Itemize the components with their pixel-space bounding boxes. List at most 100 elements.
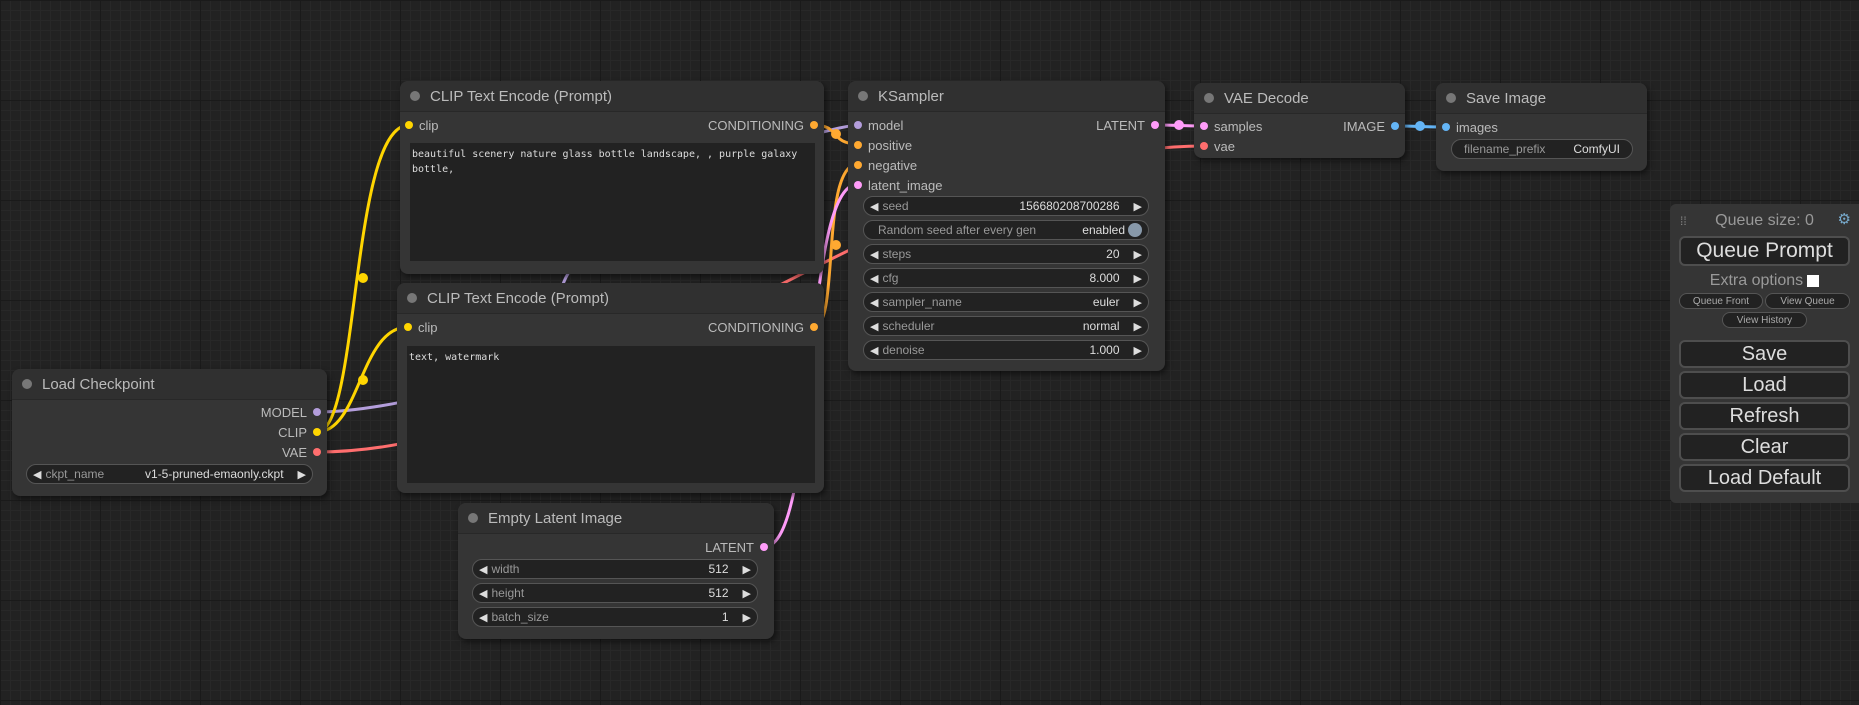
output-vae[interactable]: VAE: [282, 442, 321, 462]
output-latent[interactable]: LATENT: [705, 537, 768, 557]
input-negative[interactable]: negative: [854, 155, 917, 175]
arrow-right-icon[interactable]: ▶: [297, 468, 306, 481]
collapse-dot-icon[interactable]: [22, 379, 32, 389]
arrow-right-icon[interactable]: ▶: [742, 587, 751, 600]
collapse-dot-icon[interactable]: [407, 293, 417, 303]
slot-dot-icon[interactable]: [1200, 122, 1208, 130]
output-conditioning[interactable]: CONDITIONING: [708, 115, 818, 135]
input-samples[interactable]: samples: [1200, 116, 1262, 136]
output-latent[interactable]: LATENT: [1096, 115, 1159, 135]
input-images[interactable]: images: [1442, 117, 1498, 137]
arrow-right-icon[interactable]: ▶: [742, 611, 751, 624]
steps-widget[interactable]: ◀ steps 20 ▶: [863, 244, 1149, 264]
collapse-dot-icon[interactable]: [1204, 93, 1214, 103]
ckpt-name-combo[interactable]: ◀ ckpt_name v1-5-pruned-emaonly.ckpt ▶: [26, 464, 313, 484]
seed-widget[interactable]: ◀ seed 156680208700286 ▶: [863, 196, 1149, 216]
node-title[interactable]: CLIP Text Encode (Prompt): [397, 283, 824, 314]
arrow-right-icon[interactable]: ▶: [1133, 272, 1142, 285]
scheduler-widget[interactable]: ◀ scheduler normal ▶: [863, 316, 1149, 336]
node-title[interactable]: VAE Decode: [1194, 83, 1405, 114]
slot-dot-icon[interactable]: [405, 121, 413, 129]
node-empty-latent-image[interactable]: Empty Latent Image LATENT ◀ width 512 ▶ ◀ he…: [458, 503, 774, 639]
input-clip[interactable]: clip: [404, 317, 438, 337]
arrow-left-icon[interactable]: ◀: [870, 296, 879, 309]
input-model[interactable]: model: [854, 115, 903, 135]
node-title[interactable]: KSampler: [848, 81, 1165, 112]
output-image[interactable]: IMAGE: [1343, 116, 1399, 136]
slot-dot-icon[interactable]: [810, 121, 818, 129]
slot-dot-icon[interactable]: [760, 543, 768, 551]
arrow-right-icon[interactable]: ▶: [742, 563, 751, 576]
input-latent-image[interactable]: latent_image: [854, 175, 942, 195]
arrow-right-icon[interactable]: ▶: [1133, 200, 1142, 213]
toggle-knob-icon[interactable]: [1128, 223, 1142, 237]
node-clip-text-encode-positive[interactable]: CLIP Text Encode (Prompt) clip CONDITION…: [400, 81, 824, 274]
refresh-button[interactable]: Refresh: [1679, 402, 1850, 430]
sampler-name-widget[interactable]: ◀ sampler_name euler ▶: [863, 292, 1149, 312]
drag-handle-icon[interactable]: ⁞⁞: [1680, 214, 1687, 228]
arrow-left-icon[interactable]: ◀: [870, 320, 879, 333]
slot-dot-icon[interactable]: [854, 121, 862, 129]
arrow-left-icon[interactable]: ◀: [870, 272, 879, 285]
clear-button[interactable]: Clear: [1679, 433, 1850, 461]
load-button[interactable]: Load: [1679, 371, 1850, 399]
node-title[interactable]: Load Checkpoint: [12, 369, 327, 400]
node-title[interactable]: Empty Latent Image: [458, 503, 774, 534]
input-positive[interactable]: positive: [854, 135, 912, 155]
extra-options-checkbox[interactable]: [1807, 275, 1820, 287]
arrow-left-icon[interactable]: ◀: [33, 468, 42, 481]
slot-dot-icon[interactable]: [1200, 142, 1208, 150]
load-default-button[interactable]: Load Default: [1679, 464, 1850, 492]
queue-prompt-button[interactable]: Queue Prompt: [1679, 236, 1850, 266]
output-model[interactable]: MODEL: [261, 402, 321, 422]
collapse-dot-icon[interactable]: [410, 91, 420, 101]
cfg-widget[interactable]: ◀ cfg 8.000 ▶: [863, 268, 1149, 288]
slot-dot-icon[interactable]: [313, 408, 321, 416]
arrow-left-icon[interactable]: ◀: [479, 587, 488, 600]
slot-dot-icon[interactable]: [404, 323, 412, 331]
arrow-right-icon[interactable]: ▶: [1133, 344, 1142, 357]
gear-icon[interactable]: ⚙: [1837, 211, 1851, 228]
filename-prefix-input[interactable]: filename_prefix ComfyUI: [1451, 139, 1633, 159]
node-ksampler[interactable]: KSampler model positive negative latent_…: [848, 81, 1165, 371]
collapse-dot-icon[interactable]: [468, 513, 478, 523]
prompt-textarea[interactable]: text, watermark: [407, 346, 815, 483]
arrow-right-icon[interactable]: ▶: [1133, 248, 1142, 261]
arrow-left-icon[interactable]: ◀: [870, 344, 879, 357]
input-vae[interactable]: vae: [1200, 136, 1235, 156]
prompt-textarea[interactable]: beautiful scenery nature glass bottle la…: [410, 143, 815, 261]
width-widget[interactable]: ◀ width 512 ▶: [472, 559, 758, 579]
collapse-dot-icon[interactable]: [1446, 93, 1456, 103]
arrow-left-icon[interactable]: ◀: [870, 248, 879, 261]
slot-dot-icon[interactable]: [810, 323, 818, 331]
slot-dot-icon[interactable]: [313, 428, 321, 436]
view-queue-button[interactable]: View Queue: [1765, 293, 1850, 309]
arrow-right-icon[interactable]: ▶: [1133, 320, 1142, 333]
slot-dot-icon[interactable]: [1391, 122, 1399, 130]
view-history-button[interactable]: View History: [1722, 312, 1807, 328]
collapse-dot-icon[interactable]: [858, 91, 868, 101]
slot-dot-icon[interactable]: [1151, 121, 1159, 129]
slot-dot-icon[interactable]: [1442, 123, 1450, 131]
height-widget[interactable]: ◀ height 512 ▶: [472, 583, 758, 603]
output-conditioning[interactable]: CONDITIONING: [708, 317, 818, 337]
output-clip[interactable]: CLIP: [278, 422, 321, 442]
slot-dot-icon[interactable]: [854, 181, 862, 189]
arrow-left-icon[interactable]: ◀: [479, 611, 488, 624]
batch-size-widget[interactable]: ◀ batch_size 1 ▶: [472, 607, 758, 627]
random-seed-toggle[interactable]: Random seed after every gen enabled: [863, 220, 1149, 240]
queue-front-button[interactable]: Queue Front: [1679, 293, 1763, 309]
slot-dot-icon[interactable]: [854, 161, 862, 169]
denoise-widget[interactable]: ◀ denoise 1.000 ▶: [863, 340, 1149, 360]
save-button[interactable]: Save: [1679, 340, 1850, 368]
arrow-left-icon[interactable]: ◀: [479, 563, 488, 576]
slot-dot-icon[interactable]: [854, 141, 862, 149]
node-save-image[interactable]: Save Image images filename_prefix ComfyUI: [1436, 83, 1647, 171]
node-load-checkpoint[interactable]: Load Checkpoint MODEL CLIP VAE ◀ ckpt_nam…: [12, 369, 327, 496]
arrow-left-icon[interactable]: ◀: [870, 200, 879, 213]
node-title[interactable]: CLIP Text Encode (Prompt): [400, 81, 824, 112]
node-clip-text-encode-negative[interactable]: CLIP Text Encode (Prompt) clip CONDITION…: [397, 283, 824, 493]
slot-dot-icon[interactable]: [313, 448, 321, 456]
node-title[interactable]: Save Image: [1436, 83, 1647, 114]
input-clip[interactable]: clip: [405, 115, 439, 135]
